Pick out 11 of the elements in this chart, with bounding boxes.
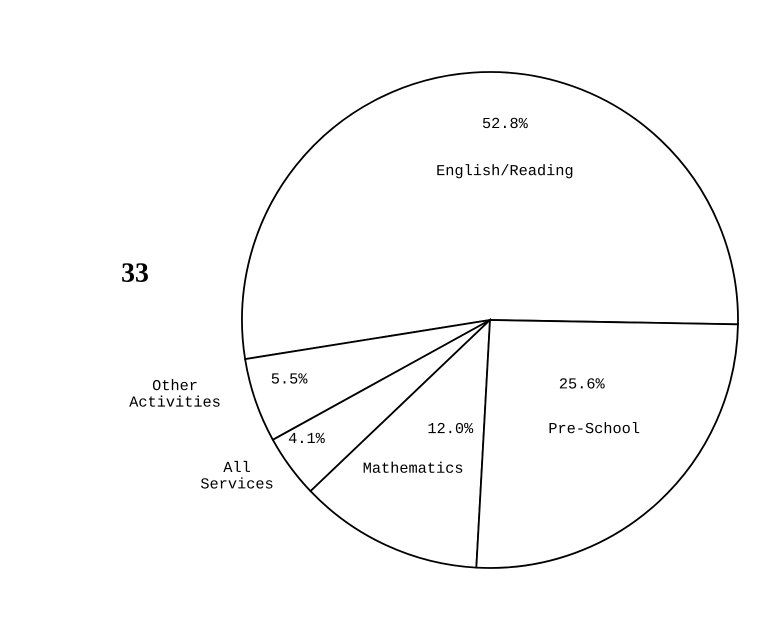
data-label: 52.8% (482, 118, 528, 128)
data-label: 5.5% (272, 373, 308, 384)
text: 33 (122, 263, 148, 282)
data-label: 25.6% (560, 378, 605, 389)
slice-label: All Services (200, 460, 272, 489)
data-label: 12.0% (428, 422, 474, 434)
data-label: 4.1% (288, 432, 325, 444)
slice-label: English/Reading (437, 164, 572, 178)
slice-label: Pre-School (550, 422, 640, 434)
slice-label: Mathematics (364, 462, 462, 473)
slice-label: Other Activities (129, 379, 220, 407)
